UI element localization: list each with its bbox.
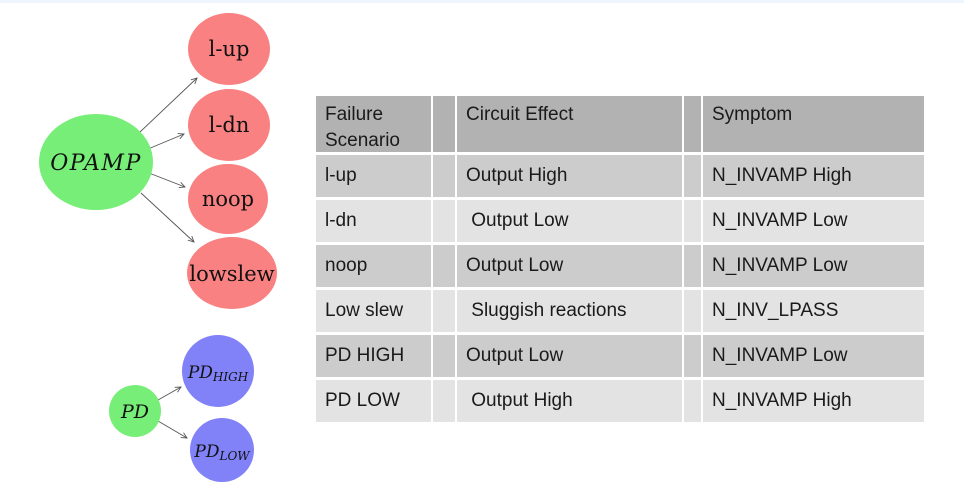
column-header-failure-scenario: Failure Scenario: [316, 96, 431, 152]
cell-scenario: PD LOW: [316, 380, 431, 422]
row-spacer: [684, 245, 701, 287]
failure-node-ldn: [188, 89, 270, 161]
cell-symptom: N_INVAMP Low: [703, 200, 924, 242]
cell-scenario: PD HIGH: [316, 335, 431, 377]
fault-tree-diagram: OPAMP l-up l-dn noop lowslew PD PDHIGH P…: [39, 13, 277, 482]
cell-scenario: noop: [316, 245, 431, 287]
row-spacer: [433, 155, 455, 197]
failure-node-lup: [188, 13, 270, 85]
cell-effect: Output Low: [457, 200, 682, 242]
opamp-node-label: OPAMP: [50, 151, 142, 176]
row-spacer: [684, 290, 701, 332]
column-header-symptom: Symptom: [703, 96, 924, 152]
pd-high-main: PD: [187, 363, 213, 383]
cell-symptom: N_INVAMP High: [703, 380, 924, 422]
cell-scenario: l-dn: [316, 200, 431, 242]
top-accent-strip: [0, 0, 964, 3]
column-header-circuit-effect: Circuit Effect: [457, 96, 682, 152]
row-spacer: [433, 335, 455, 377]
failure-scenario-table: Failure Scenario Circuit Effect Symptom …: [316, 96, 924, 422]
row-spacer: [684, 155, 701, 197]
failure-node-lowslew-label: lowslew: [189, 262, 274, 286]
row-spacer: [684, 335, 701, 377]
edge-opamp-lup: [139, 77, 198, 133]
edge-opamp-ldn: [147, 133, 185, 150]
row-spacer: [433, 290, 455, 332]
edge-pd-high: [157, 386, 182, 401]
cell-effect: Sluggish reactions: [457, 290, 682, 332]
cell-effect: Output High: [457, 155, 682, 197]
failure-node-noop-label: noop: [202, 187, 254, 211]
failure-node-ldn-label: l-dn: [209, 113, 250, 137]
cell-symptom: N_INVAMP High: [703, 155, 924, 197]
pd-node-label: PD: [120, 401, 149, 423]
cell-symptom: N_INV_LPASS: [703, 290, 924, 332]
pd-edges: [157, 386, 188, 439]
failure-node-lup-label: l-up: [209, 37, 250, 61]
pd-high-node: [182, 335, 254, 407]
cell-scenario: Low slew: [316, 290, 431, 332]
row-spacer: [684, 380, 701, 422]
pd-low-node-label: PDLOW: [193, 442, 251, 463]
header-spacer: [433, 96, 455, 152]
cell-effect: Output High: [457, 380, 682, 422]
cell-effect: Output Low: [457, 245, 682, 287]
cell-symptom: N_INVAMP Low: [703, 335, 924, 377]
edge-pd-low: [157, 420, 188, 439]
pd-low-subscript: LOW: [218, 449, 251, 463]
cell-effect: Output Low: [457, 335, 682, 377]
pd-low-node: [190, 418, 254, 482]
opamp-edges: [139, 77, 198, 243]
row-spacer: [433, 200, 455, 242]
failure-node-lowslew: [187, 237, 277, 309]
pd-high-node-label: PDHIGH: [187, 363, 249, 384]
pd-low-main: PD: [193, 442, 219, 462]
opamp-node: [39, 114, 153, 210]
row-spacer: [433, 245, 455, 287]
edge-opamp-lowslew: [140, 192, 195, 243]
cell-symptom: N_INVAMP Low: [703, 245, 924, 287]
edge-opamp-noop: [148, 172, 186, 189]
failure-node-noop: [188, 164, 268, 234]
row-spacer: [684, 200, 701, 242]
cell-scenario: l-up: [316, 155, 431, 197]
header-spacer: [684, 96, 701, 152]
row-spacer: [433, 380, 455, 422]
pd-high-subscript: HIGH: [212, 370, 249, 384]
pd-node: [109, 385, 161, 437]
